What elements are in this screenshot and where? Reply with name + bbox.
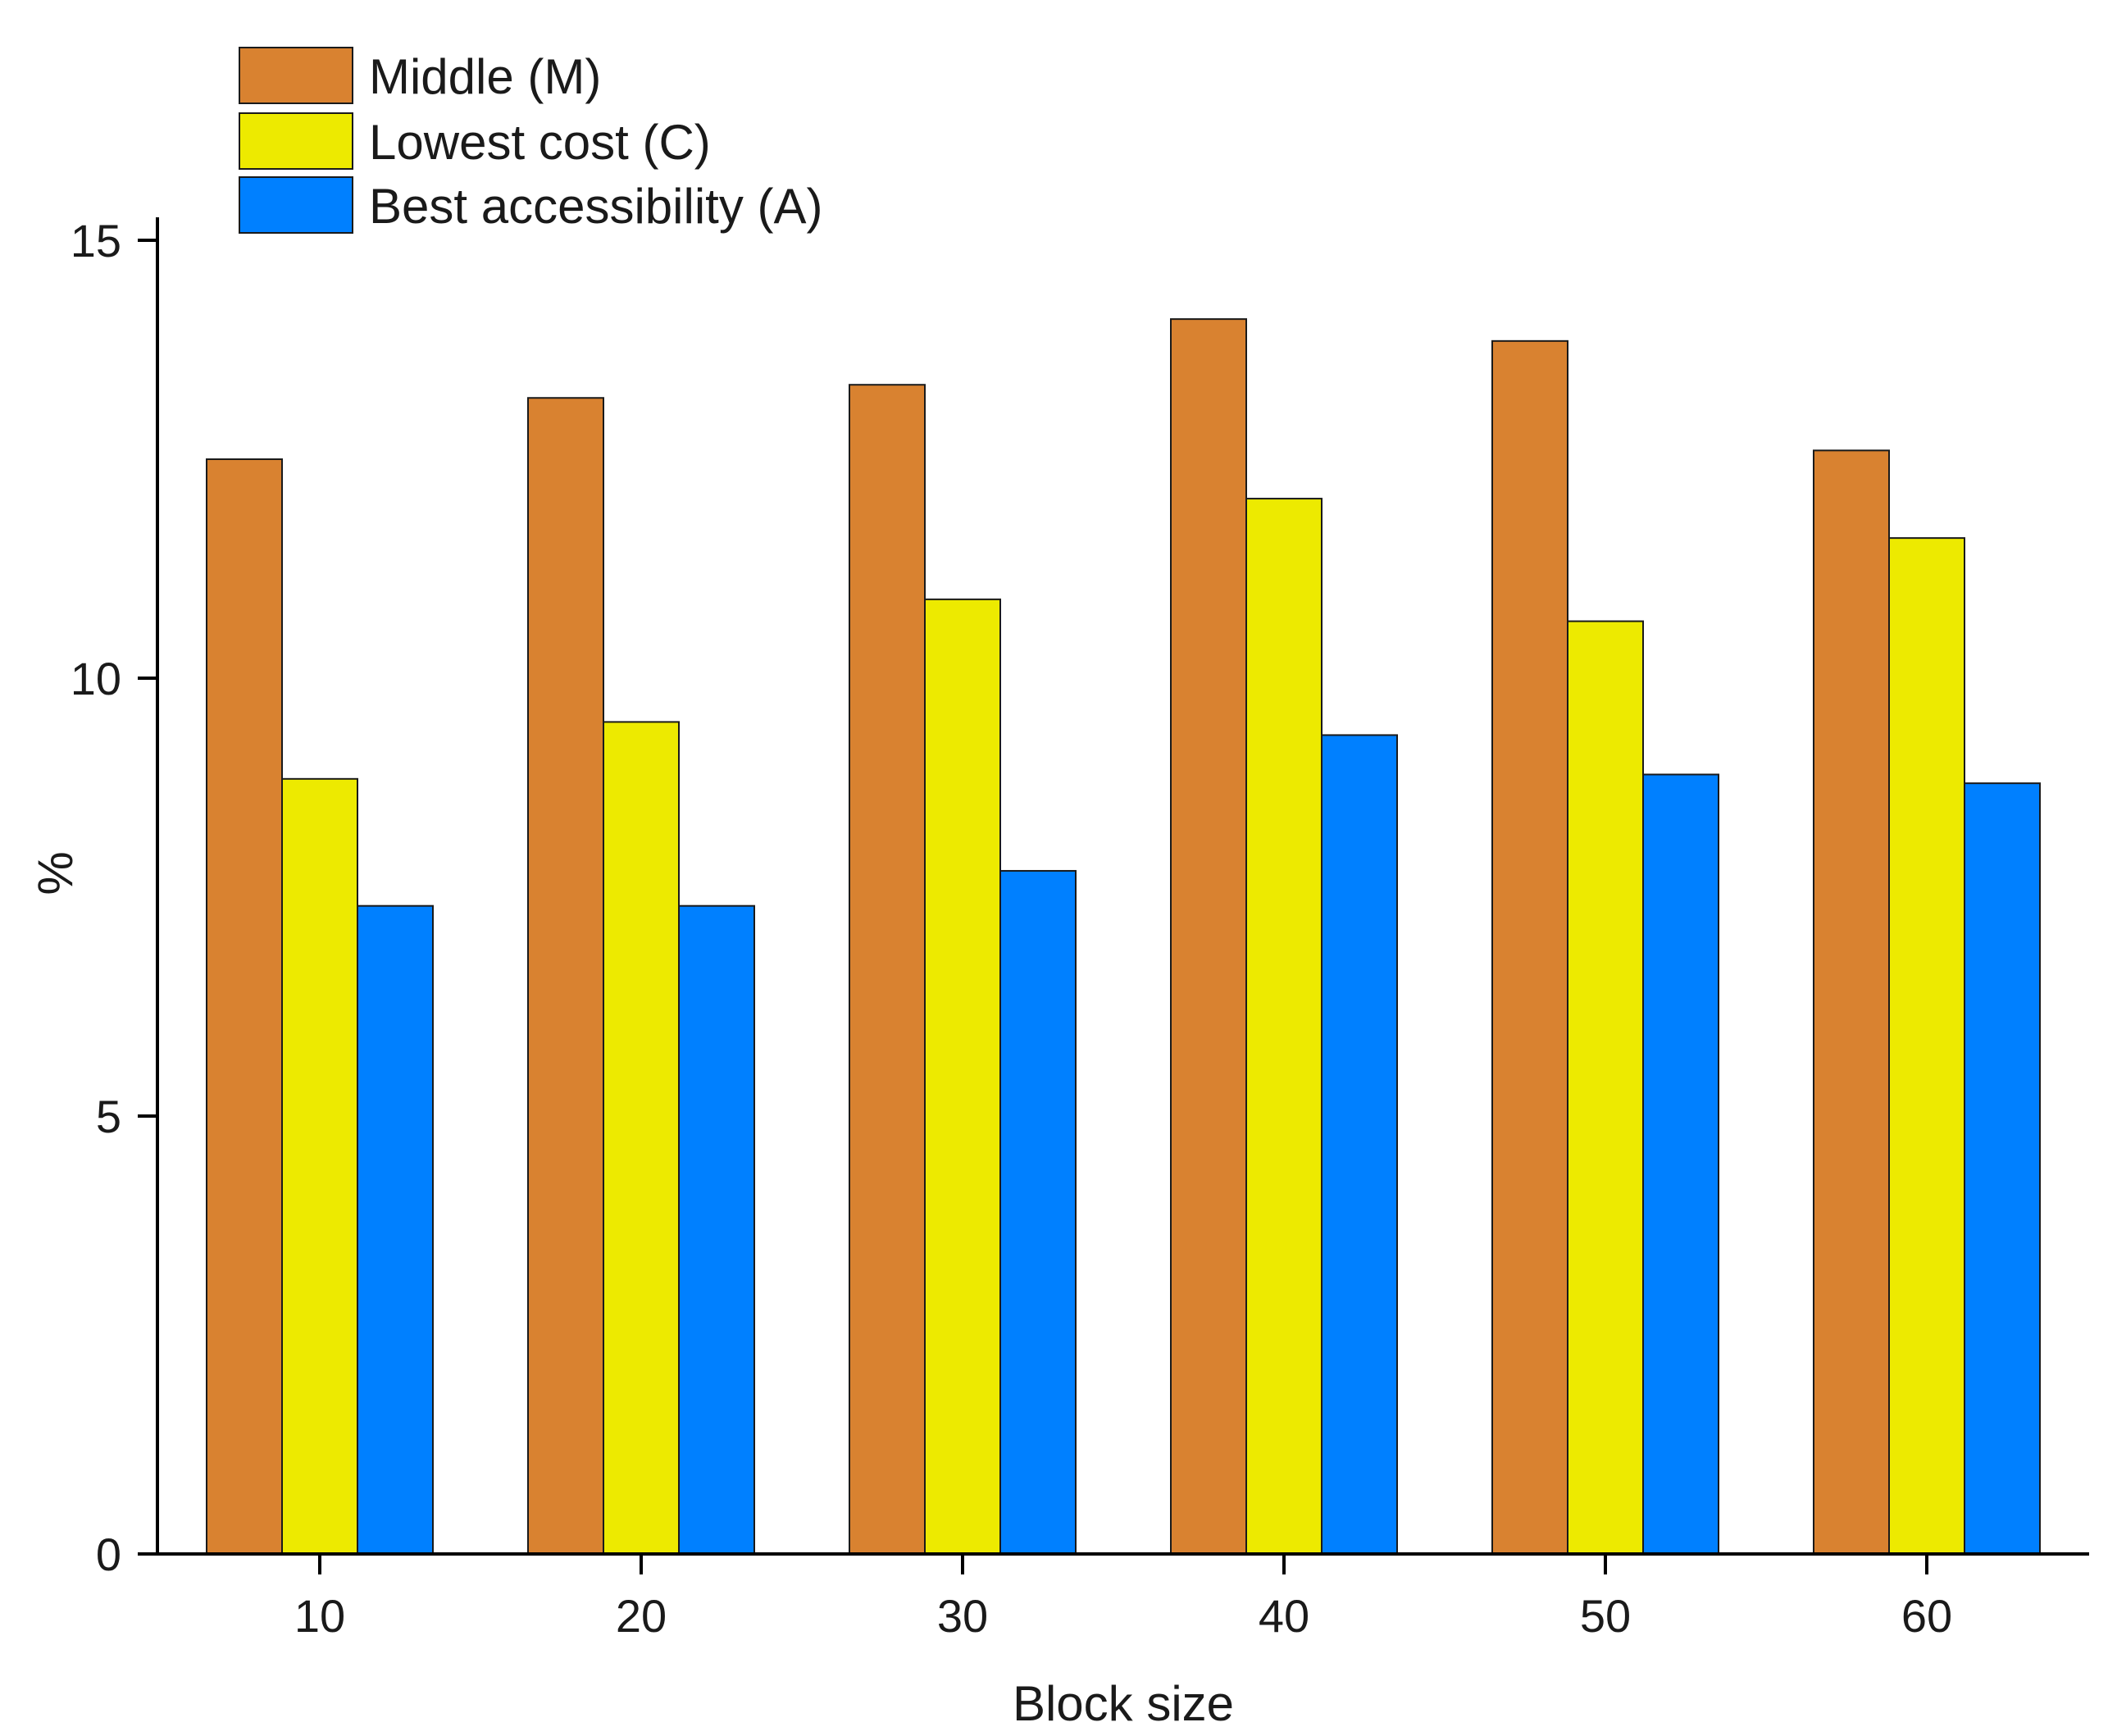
y-ticks: 0 5 10 15	[71, 215, 157, 1580]
y-tick-label-5: 5	[96, 1091, 121, 1142]
bar-lowest-cost-50	[1567, 620, 1644, 1556]
bar-lowest-cost-30	[924, 598, 1001, 1555]
bar-middle-50	[1491, 339, 1568, 1556]
bar-best-accessibility-30	[999, 869, 1077, 1555]
bar-best-accessibility-10	[357, 904, 434, 1556]
x-axis-title: Block size	[1013, 1676, 1234, 1731]
legend: Middle (M) Lowest cost (C) Best accessibil…	[239, 47, 822, 234]
y-tick-label-0: 0	[96, 1529, 121, 1580]
x-tick-label-20: 20	[616, 1590, 667, 1642]
x-tick-label-50: 50	[1580, 1590, 1631, 1642]
x-tick-label-40: 40	[1259, 1590, 1309, 1642]
x-tick-label-10: 10	[294, 1590, 345, 1642]
bar-lowest-cost-60	[1888, 537, 1965, 1555]
bar-best-accessibility-40	[1321, 734, 1398, 1555]
legend-label-2: Best accessibility (A)	[369, 179, 822, 234]
bar-best-accessibility-60	[1964, 782, 2041, 1555]
legend-label-0: Middle (M)	[369, 49, 601, 104]
x-tick-label-30: 30	[937, 1590, 988, 1642]
legend-swatch-1	[239, 112, 353, 170]
bars-layer	[206, 318, 2041, 1556]
bar-lowest-cost-40	[1245, 498, 1323, 1555]
bar-middle-60	[1813, 449, 1890, 1556]
legend-swatch-2	[239, 176, 353, 234]
bar-middle-30	[849, 384, 926, 1556]
x-ticks: 10 20 30 40 50 60	[294, 1554, 1952, 1642]
bar-middle-40	[1170, 318, 1247, 1555]
bar-best-accessibility-20	[678, 904, 755, 1556]
bar-middle-10	[206, 458, 283, 1555]
legend-label-1: Lowest cost (C)	[369, 115, 711, 170]
bar-middle-20	[527, 397, 604, 1555]
bar-lowest-cost-20	[603, 721, 680, 1555]
legend-swatch-0	[239, 47, 353, 104]
y-tick-label-15: 15	[71, 215, 121, 267]
y-tick-label-10: 10	[71, 653, 121, 704]
bar-best-accessibility-50	[1642, 773, 1719, 1555]
x-tick-label-60: 60	[1901, 1590, 1952, 1642]
bar-lowest-cost-10	[281, 777, 358, 1555]
y-axis-title: %	[28, 851, 83, 895]
